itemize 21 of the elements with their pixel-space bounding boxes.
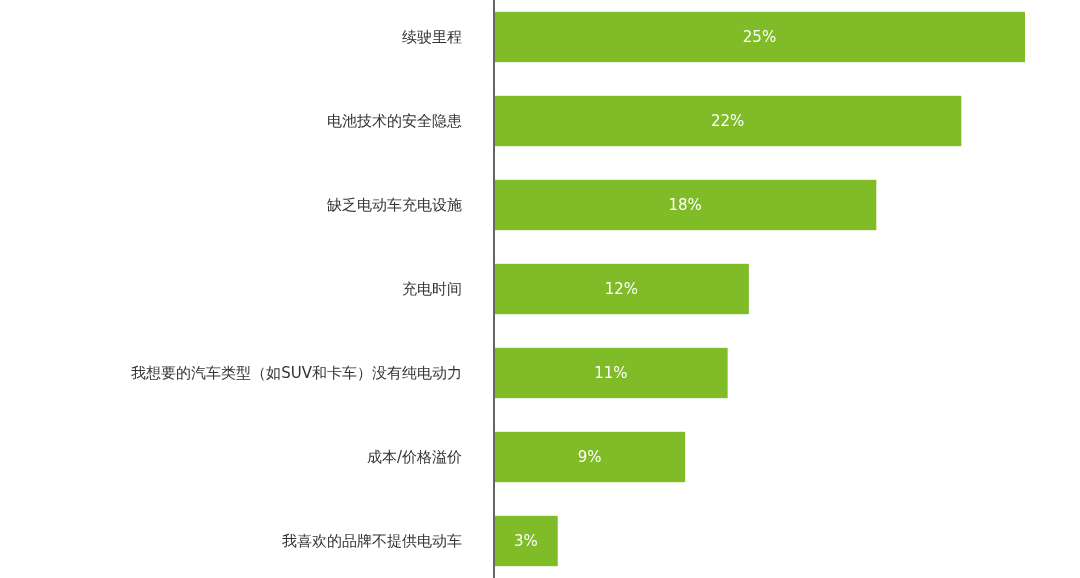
data-label: 12% xyxy=(604,280,639,299)
data-label: 3% xyxy=(513,532,538,551)
bar xyxy=(494,263,749,315)
bar xyxy=(494,95,962,147)
y-tick-label: 续驶里程 xyxy=(402,28,462,47)
data-label: 18% xyxy=(668,196,702,215)
data-label: 9% xyxy=(577,448,602,467)
data-label: 11% xyxy=(594,364,628,383)
data-label: 22% xyxy=(710,112,745,131)
bar xyxy=(494,347,728,399)
y-tick-label: 我想要的汽车类型（如SUV和卡车）没有纯电动力 xyxy=(131,364,462,383)
bar xyxy=(494,11,1025,63)
bar xyxy=(494,515,558,567)
bar xyxy=(494,179,877,231)
y-tick-label: 成本/价格溢价 xyxy=(366,448,462,467)
y-tick-label: 充电时间 xyxy=(402,280,462,299)
y-tick-label: 我喜欢的品牌不提供电动车 xyxy=(282,532,462,551)
data-label: 25% xyxy=(742,28,777,47)
bar xyxy=(494,431,686,483)
y-tick-label: 电池技术的安全隐患 xyxy=(327,112,462,131)
y-tick-label: 缺乏电动车充电设施 xyxy=(327,196,462,215)
